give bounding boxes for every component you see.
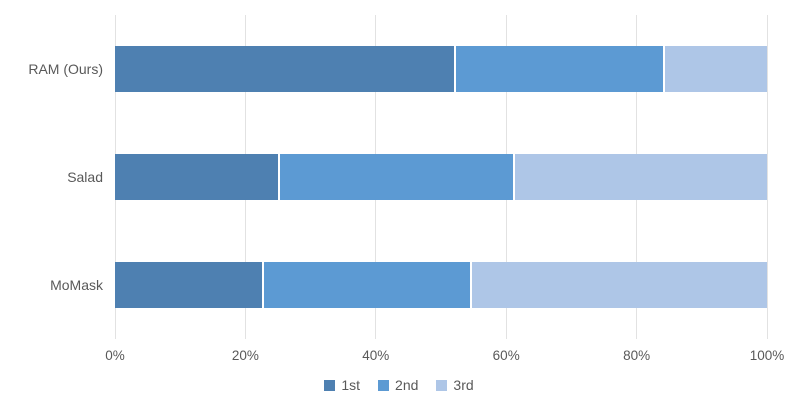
bar-row [115, 154, 767, 200]
bar-segment-2nd [261, 262, 471, 308]
bar-segment-1st [115, 46, 455, 92]
bar-segment-2nd [278, 154, 513, 200]
bar-segment-1st [115, 262, 262, 308]
bar-row [115, 262, 767, 308]
legend-label: 1st [341, 377, 361, 393]
x-tick-label: 80% [623, 348, 651, 363]
legend-label: 2nd [395, 377, 419, 393]
bar-segment-3rd [512, 154, 767, 200]
bar-row [115, 46, 767, 92]
legend-swatch-icon [378, 379, 390, 391]
bar-segment-3rd [470, 262, 767, 308]
legend: 1st 2nd 3rd [0, 377, 798, 393]
legend-item-1st: 1st [324, 377, 360, 393]
category-label: Salad [67, 169, 103, 185]
plot-area [114, 15, 768, 339]
bar-segment-2nd [454, 46, 663, 92]
legend-label: 3rd [453, 377, 474, 393]
legend-swatch-icon [324, 379, 336, 391]
legend-item-2nd: 2nd [378, 377, 418, 393]
x-tick-label: 20% [231, 348, 259, 363]
bar-segment-3rd [662, 46, 767, 92]
gridline [766, 15, 768, 339]
x-tick-label: 40% [362, 348, 390, 363]
category-label: RAM (Ours) [28, 61, 103, 77]
legend-item-3rd: 3rd [436, 377, 474, 393]
x-tick-label: 0% [105, 348, 125, 363]
category-label: MoMask [50, 277, 103, 293]
x-tick-label: 100% [749, 348, 785, 363]
legend-swatch-icon [436, 379, 448, 391]
bar-segment-1st [115, 154, 278, 200]
x-tick-label: 60% [492, 348, 520, 363]
